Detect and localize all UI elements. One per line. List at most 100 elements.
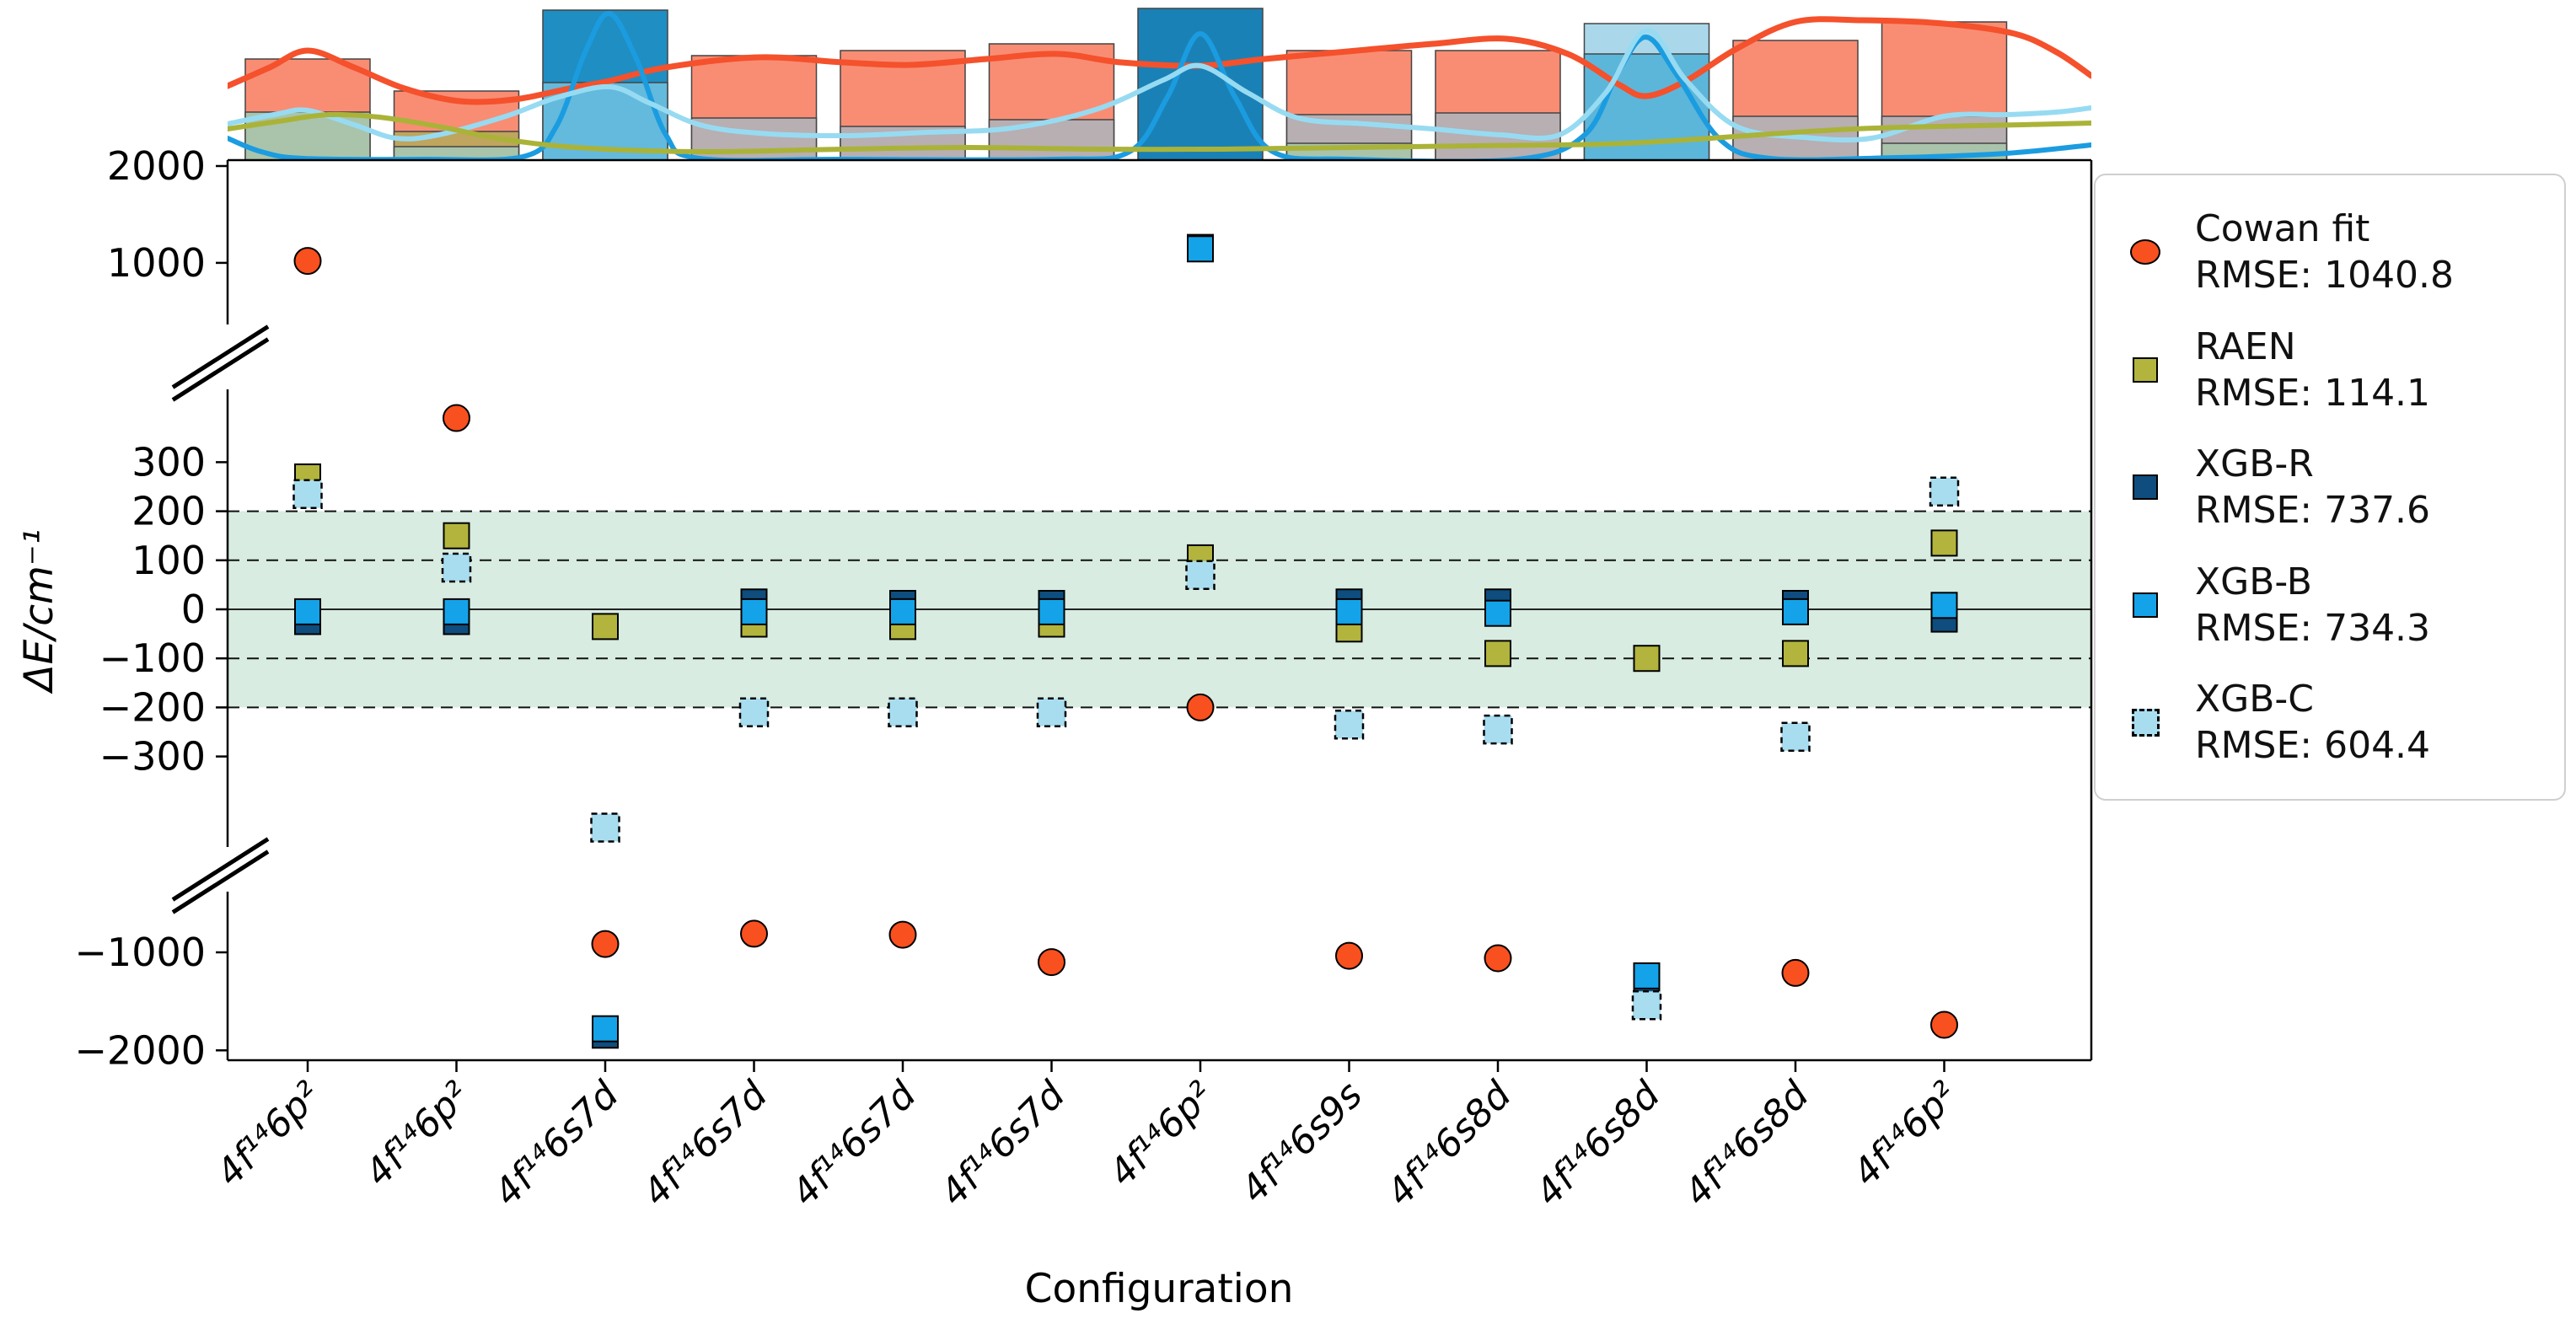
x-tick-label: 4f¹⁴6s8d [1676,1073,1817,1214]
legend-item-xgb-b: XGB-B RMSE: 734.3 [2096,547,2564,663]
point-xgb-c [590,812,620,843]
legend-item-raen: RAEN RMSE: 114.1 [2096,312,2564,428]
marginal-distribution-panel [228,8,2091,160]
point-xgb-c [1185,560,1216,591]
point-cowan-fit [888,920,917,949]
y-tick-label: −300 [99,734,206,780]
point-raen [1633,645,1661,673]
point-raen [443,522,470,549]
raen-marker-icon [2133,356,2158,383]
legend-marker-cell [2096,474,2195,500]
y-tick-label: −2000 [74,1027,206,1073]
point-xgb-c [441,552,472,583]
y-tick-label: −200 [99,684,206,730]
point-xgb-b [592,1015,619,1043]
x-tick-label: 4f¹⁴6s8d [1527,1073,1669,1214]
point-cowan-fit [1484,944,1512,973]
legend-series-name: Cowan fit [2195,207,2370,250]
point-xgb-c [292,479,323,509]
point-raen [1484,640,1511,667]
legend-series-name: RAEN [2195,324,2296,368]
point-xgb-b [443,598,470,625]
cowan-kde-curve [228,16,2091,105]
x-tick-label: 4f¹⁴6s8d [1378,1073,1520,1214]
point-cowan-fit [1781,958,1810,987]
point-xgb-c [1631,990,1662,1021]
point-xgb-c [1483,714,1513,745]
cowan-fit-marker-icon [2130,239,2160,265]
point-xgb-b [294,598,321,625]
legend-series-name: XGB-C [2195,678,2315,721]
point-cowan-fit [1930,1010,1958,1039]
legend-marker-cell [2096,239,2195,265]
x-tick-label: 4f¹⁴6s7d [783,1073,925,1214]
xgb-b-kde-curve [228,11,2091,160]
point-xgb-c [1780,721,1811,753]
x-tick-label: 4f¹⁴6s7d [932,1073,1074,1214]
legend-series-rmse: RMSE: 1040.8 [2195,254,2455,297]
lower-axis-break-icon [171,837,270,902]
point-cowan-fit [1038,948,1065,977]
y-tick-label: 1000 [107,240,206,286]
point-xgb-b [1484,599,1511,627]
legend-marker-cell [2096,592,2195,618]
marginal-histogram-bar [988,119,1115,160]
y-tick-label: 300 [131,439,206,485]
legend-marker-cell [2096,708,2195,737]
legend-series-rmse: RMSE: 114.1 [2195,371,2431,415]
point-xgb-b [1335,598,1363,625]
point-xgb-c [738,697,770,727]
y-tick-label: 2000 [107,143,206,189]
lower-axis-break-icon [171,850,270,914]
legend-series-rmse: RMSE: 604.4 [2195,724,2431,767]
legend-item-cowan-fit: Cowan fit RMSE: 1040.8 [2096,194,2564,310]
point-xgb-b [1782,598,1809,625]
y-tick-label: 200 [131,489,206,534]
point-cowan-fit [293,247,322,276]
point-xgb-b [1187,235,1214,263]
x-tick-label: 4f¹⁴6s7d [635,1073,776,1214]
x-tick-label: 4f¹⁴6s7d [486,1073,627,1214]
point-xgb-c [1334,710,1365,740]
point-raen [1930,529,1958,557]
point-xgb-c [1929,476,1960,507]
point-raen [592,613,619,641]
shaded-band-layer [228,510,2091,709]
x-tick-label: 4f¹⁴6p² [1845,1074,1967,1195]
point-cowan-fit [591,930,620,958]
point-xgb-c [888,697,918,727]
legend-series-name: XGB-B [2195,560,2312,603]
x-tick-label: 4f¹⁴6p² [208,1074,330,1195]
x-axis-label: Configuration [1025,1266,1294,1312]
legend: Cowan fit RMSE: 1040.8 RAEN RMSE: 114.1 … [2094,174,2566,801]
legend-item-xgb-c: XGB-C RMSE: 604.4 [2096,664,2564,780]
marginal-content [228,8,2091,160]
xgb-r-marker-icon [2133,474,2158,500]
y-tick-label: 0 [181,587,206,632]
point-xgb-c [1036,697,1067,727]
data-points-layer [292,233,1960,1049]
y-axis-label: ΔE/cm⁻¹ [16,529,62,694]
legend-series-rmse: RMSE: 734.3 [2195,606,2431,650]
x-tick-label: 4f¹⁴6s9s [1233,1074,1371,1212]
xgb-b-marker-icon [2133,592,2158,618]
point-cowan-fit [740,919,768,948]
legend-item-xgb-r: XGB-R RMSE: 737.6 [2096,429,2564,545]
point-cowan-fit [1335,941,1363,970]
point-cowan-fit [1186,693,1215,721]
xgb-c-marker-icon [2131,708,2160,737]
y-tick-label: −100 [99,635,206,681]
point-xgb-b [740,598,768,625]
legend-series-name: XGB-R [2195,442,2314,485]
raen-kde-curve [228,111,2091,155]
point-xgb-b [1633,962,1661,989]
upper-axis-break-icon [171,337,270,402]
upper-axis-break-icon [171,324,270,389]
legend-marker-cell [2096,356,2195,383]
point-xgb-b [1930,592,1958,619]
point-xgb-b [1038,598,1065,625]
point-xgb-b [889,598,916,625]
x-tick-label: 4f¹⁴6p² [1101,1074,1222,1195]
point-cowan-fit [443,404,470,432]
